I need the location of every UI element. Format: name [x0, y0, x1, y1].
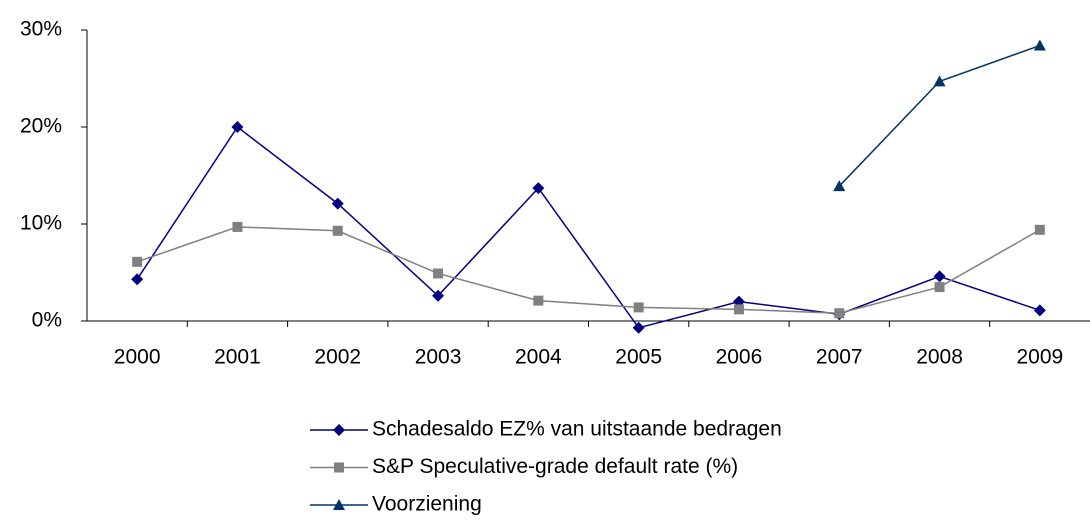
x-tick-label: 2002: [314, 346, 361, 369]
legend-label: Schadesaldo EZ% van uitstaande bedragen: [372, 418, 782, 441]
marker: [633, 302, 644, 313]
x-tick-label: 2004: [515, 346, 562, 369]
marker: [433, 268, 444, 279]
x-tick-label: 2007: [816, 346, 863, 369]
marker: [934, 282, 945, 293]
marker: [632, 321, 645, 334]
legend-label: S&P Speculative-grade default rate (%): [372, 455, 738, 478]
marker: [1034, 224, 1045, 235]
x-tick-label: 2001: [214, 346, 261, 369]
x-tick-label: 2005: [615, 346, 662, 369]
marker: [834, 308, 845, 319]
marker: [131, 273, 144, 286]
series-line: [838, 44, 1041, 187]
series-line: [136, 125, 1041, 329]
marker: [231, 121, 244, 133]
x-tick-label: 2000: [114, 346, 161, 369]
y-tick-label: 0%: [32, 309, 62, 332]
y-tick-label: 30%: [20, 18, 62, 41]
legend-marker: [333, 499, 345, 510]
x-tick-label: 2008: [916, 346, 963, 369]
marker: [833, 180, 846, 192]
legend-marker: [333, 424, 345, 436]
marker: [332, 225, 343, 236]
marker: [132, 256, 143, 267]
marker: [533, 295, 544, 306]
marker: [933, 270, 946, 283]
x-tick-label: 2003: [415, 346, 462, 369]
marker: [331, 197, 344, 210]
x-tick-label: 2006: [716, 346, 763, 369]
marker: [532, 182, 545, 195]
marker: [432, 289, 445, 302]
legend-marker: [334, 462, 344, 473]
y-tick-label: 10%: [20, 212, 62, 235]
marker: [733, 304, 744, 315]
marker: [1033, 39, 1046, 51]
series-line: [136, 226, 1041, 314]
legend-label: Voorziening: [372, 493, 482, 516]
x-tick-label: 2009: [1016, 346, 1063, 369]
marker: [1033, 304, 1046, 317]
y-tick-label: 20%: [20, 115, 62, 138]
marker: [933, 75, 946, 87]
marker: [232, 221, 243, 232]
